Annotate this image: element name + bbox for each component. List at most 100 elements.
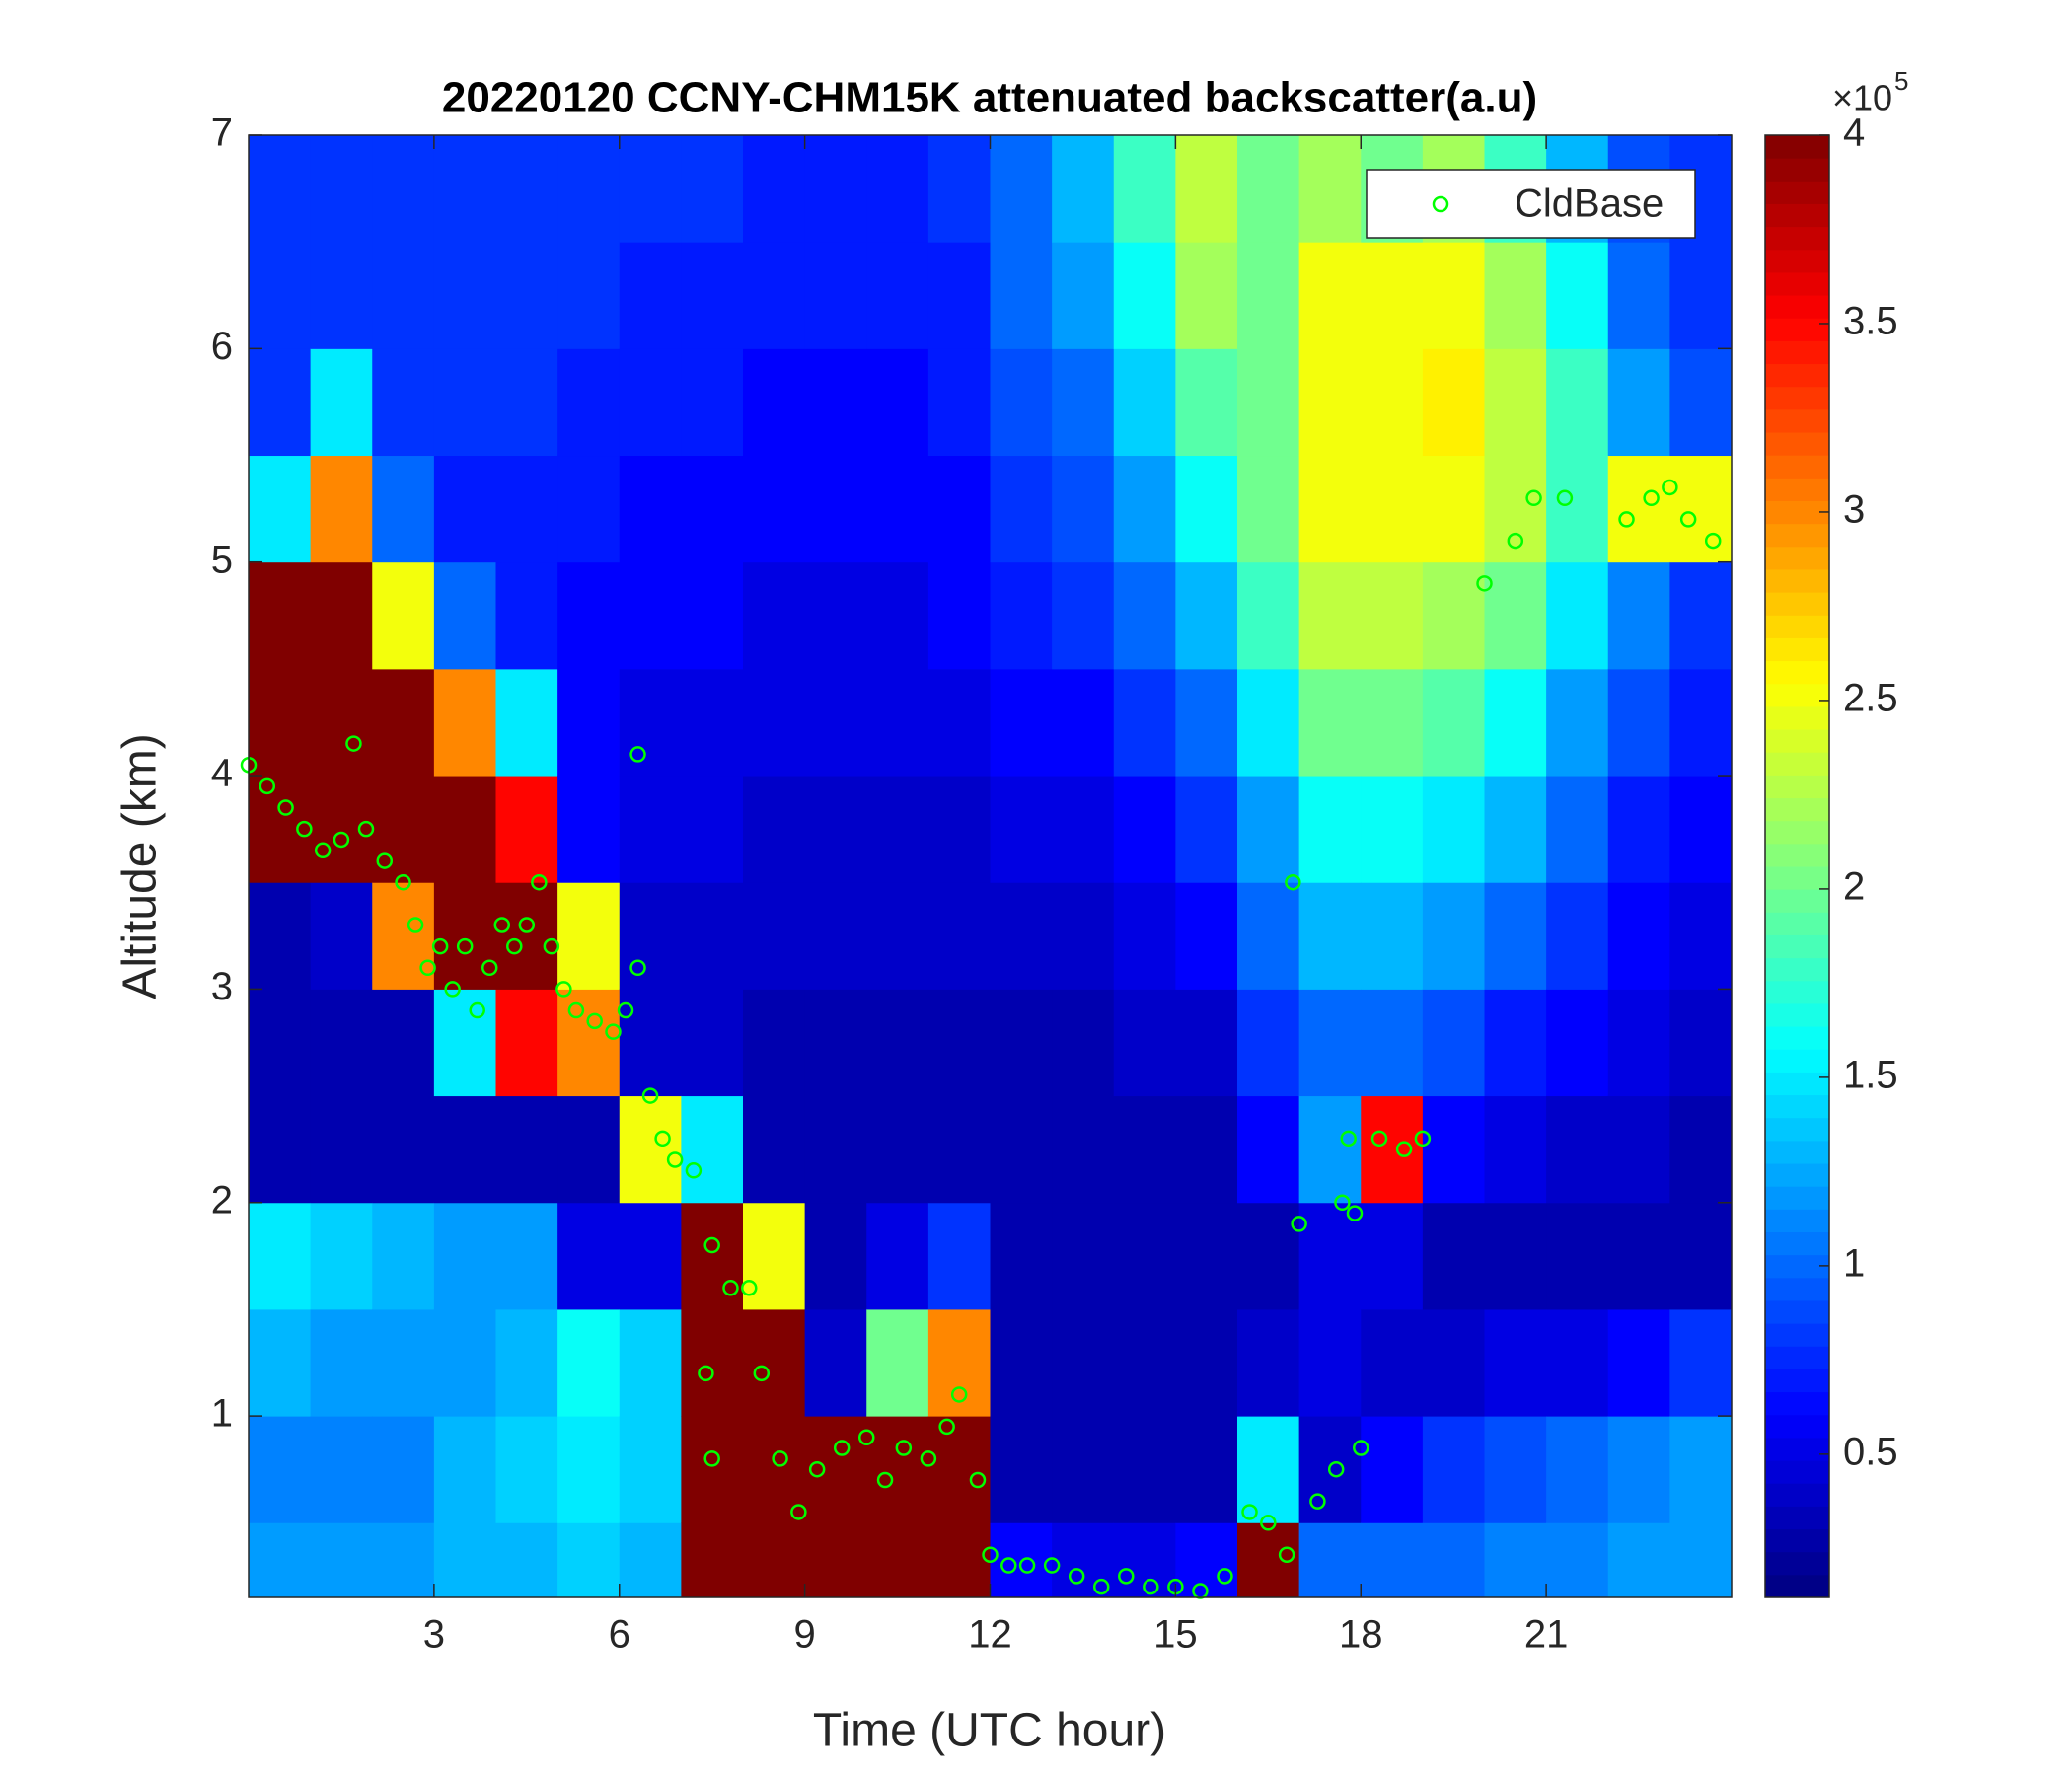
colorbar-step [1765, 1140, 1829, 1164]
heatmap-cell [1422, 242, 1485, 349]
cloud-base-point [876, 1471, 894, 1489]
heatmap-cell [1607, 1522, 1670, 1598]
heatmap-cell [804, 776, 867, 883]
heatmap-cell [495, 561, 558, 670]
heatmap-cell [1175, 348, 1238, 457]
cloud-base-point [685, 1162, 703, 1179]
heatmap-cell [1175, 242, 1238, 349]
cloud-base-point [790, 1504, 807, 1520]
heatmap-cell [743, 135, 806, 243]
cloud-base-point [1143, 1578, 1159, 1595]
heatmap-cell [1607, 1202, 1670, 1310]
heatmap-cell [1113, 1308, 1176, 1417]
heatmap-cell [372, 561, 435, 670]
cloud-base-point [969, 1471, 987, 1489]
heatmap-cell [433, 989, 496, 1097]
heatmap-cell [1298, 455, 1362, 563]
heatmap-cell [1607, 668, 1670, 777]
cloud-base-point [982, 1546, 999, 1563]
heatmap-cell [495, 989, 558, 1097]
heatmap-cell [495, 135, 558, 243]
heatmap-cell [1484, 1416, 1547, 1523]
colorbar-step [1765, 1299, 1829, 1324]
heatmap-cell [1484, 1095, 1547, 1204]
heatmap-cell [1669, 776, 1733, 883]
heatmap-cell [804, 455, 867, 563]
heatmap-cell [990, 135, 1053, 243]
heatmap-cell [1607, 455, 1670, 563]
heatmap-cell [495, 1522, 558, 1598]
colorbar-step [1765, 500, 1829, 525]
colorbar-step [1765, 1094, 1829, 1119]
colorbar-step [1765, 889, 1829, 913]
colorbar-step [1765, 318, 1829, 341]
heatmap-cell [1052, 135, 1115, 243]
heatmap-cell [495, 1308, 558, 1417]
heatmap-cell [804, 882, 867, 990]
heatmap-cell [927, 348, 991, 457]
heatmap-cell [1237, 1308, 1300, 1417]
heatmap-cell [1361, 668, 1424, 777]
colorbar-step [1765, 1346, 1829, 1369]
heatmap-cell [1607, 776, 1670, 883]
x-axis-label: Time (UTC hour) [813, 1705, 1166, 1757]
heatmap-cell [619, 776, 682, 883]
heatmap-cell [927, 561, 991, 670]
colorbar-step [1765, 1002, 1829, 1027]
cloud-base-point [1507, 532, 1524, 550]
heatmap-cell [927, 1416, 991, 1523]
x-tick-label: 21 [1524, 1613, 1569, 1657]
heatmap-cell [1361, 989, 1424, 1097]
y-tick-label: 4 [211, 752, 233, 795]
cloud-base-point [703, 1236, 720, 1254]
colorbar-step [1765, 1460, 1829, 1484]
x-tick-label: 9 [794, 1613, 816, 1657]
heatmap-cell [1113, 668, 1176, 777]
heatmap-cell [1422, 882, 1485, 990]
heatmap-cell [681, 455, 744, 563]
heatmap-cell [372, 1308, 435, 1417]
heatmap-cell [743, 1522, 806, 1598]
cloud-base-point [493, 917, 511, 933]
heatmap-cell [1422, 561, 1485, 670]
heatmap-cell [1361, 455, 1424, 563]
cloud-base-point [1217, 1568, 1233, 1585]
heatmap-cell [372, 989, 435, 1097]
heatmap-cell [1669, 1308, 1733, 1417]
cloud-base-point [506, 937, 523, 955]
heatmap-cell [866, 882, 929, 990]
colorbar-step [1765, 1117, 1829, 1142]
cloud-base-point [1241, 1504, 1258, 1520]
colorbar-tick-label: 3 [1843, 488, 1865, 532]
heatmap-cell [1669, 1202, 1733, 1310]
heatmap-cell [990, 242, 1053, 349]
heatmap-cell [433, 1308, 496, 1417]
colorbar-step [1765, 181, 1829, 204]
heatmap-cell [310, 776, 373, 883]
heatmap-cell [1113, 348, 1176, 457]
heatmap-cell [433, 882, 496, 990]
x-tick-label: 12 [968, 1613, 1012, 1657]
heatmap-cell [433, 668, 496, 777]
heatmap-cell [1361, 1308, 1424, 1417]
heatmap-cell [866, 989, 929, 1097]
heatmap-cell [1237, 348, 1300, 457]
heatmap-cell [495, 776, 558, 883]
heatmap-cell [1422, 1416, 1485, 1523]
heatmap-cell [433, 242, 496, 349]
heatmap-cell [372, 1416, 435, 1523]
heatmap-cell [1484, 1308, 1547, 1417]
heatmap-cell [1669, 1522, 1733, 1598]
heatmap-cell [743, 561, 806, 670]
colorbar-multiplier: ×10 [1832, 78, 1892, 118]
cloud-base-point [703, 1450, 720, 1467]
heatmap-cell [1546, 1308, 1609, 1417]
heatmap-cell [249, 1522, 312, 1598]
heatmap-cell [1422, 668, 1485, 777]
heatmap-cell [743, 668, 806, 777]
heatmap-cell [1422, 1308, 1485, 1417]
heatmap-cell [495, 1416, 558, 1523]
heatmap-cell [1546, 1416, 1609, 1523]
cloud-base-point [1679, 511, 1697, 528]
colorbar-step [1765, 158, 1829, 182]
